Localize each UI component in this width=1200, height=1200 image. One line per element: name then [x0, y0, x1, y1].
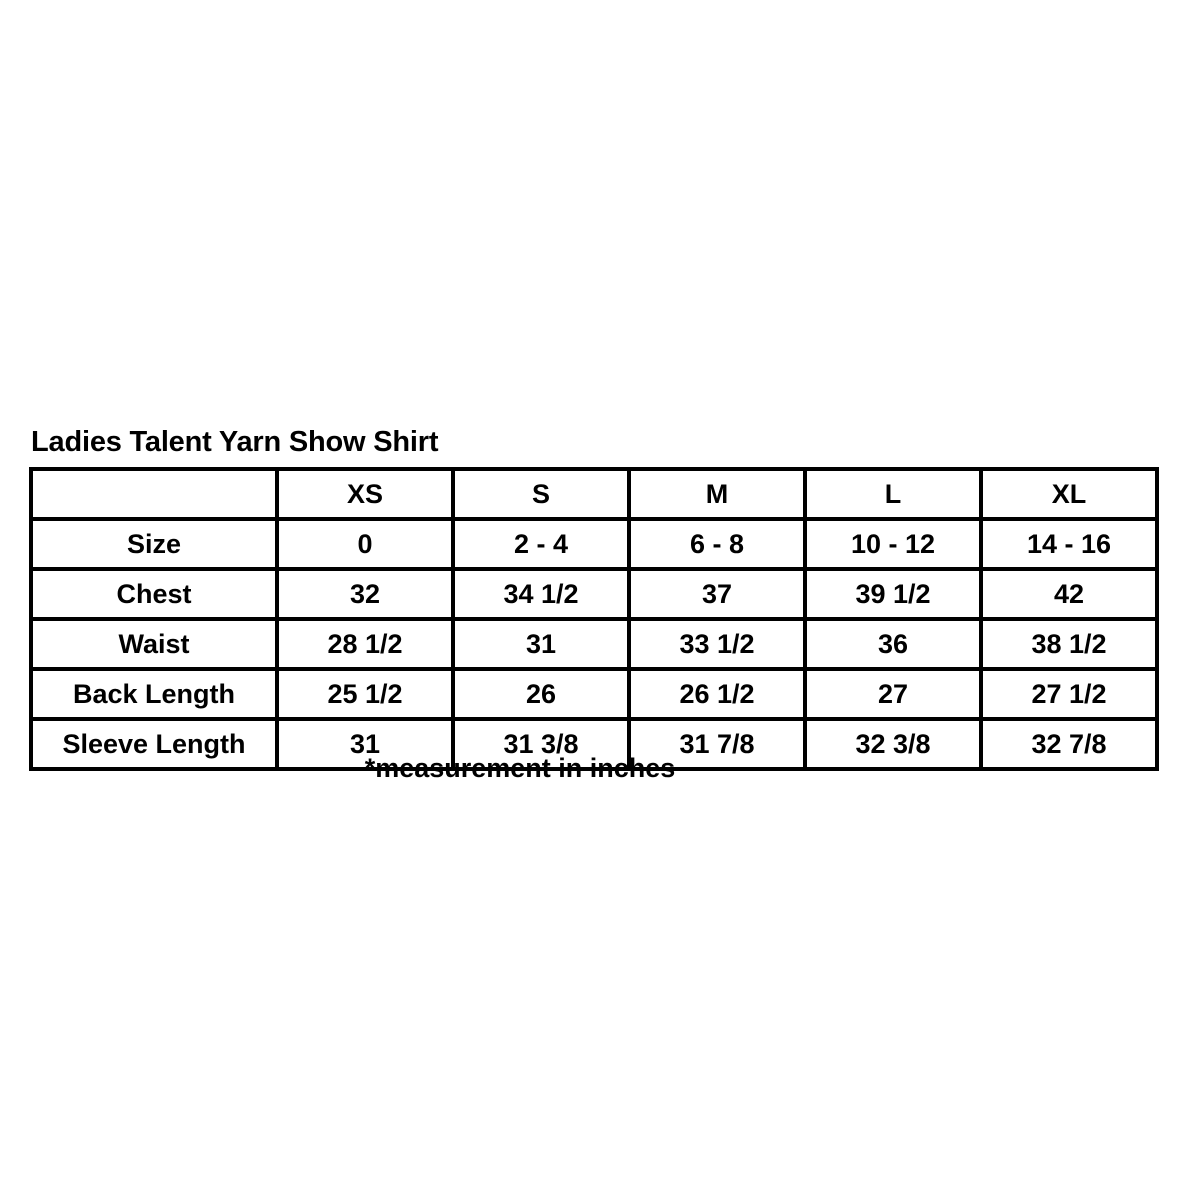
table-row: Sleeve Length 31 31 3/8 31 7/8 32 3/8 32… — [29, 717, 1159, 771]
cell-sleeve-length-m: 31 7/8 — [627, 717, 807, 771]
size-chart-table: XS S M L XL Size 0 2 - 4 6 - 8 10 - 12 1… — [29, 467, 1159, 771]
row-label-back-length: Back Length — [29, 667, 279, 721]
cell-chest-l: 39 1/2 — [803, 567, 983, 621]
table-header-cell-s: S — [451, 467, 631, 521]
row-label-sleeve-length: Sleeve Length — [29, 717, 279, 771]
cell-waist-s: 31 — [451, 617, 631, 671]
row-label-size: Size — [29, 517, 279, 571]
row-label-chest: Chest — [29, 567, 279, 621]
cell-size-xs: 0 — [275, 517, 455, 571]
table-header-corner-cell — [29, 467, 279, 521]
table-header-row: XS S M L XL — [29, 467, 1159, 521]
cell-sleeve-length-l: 32 3/8 — [803, 717, 983, 771]
cell-size-s: 2 - 4 — [451, 517, 631, 571]
cell-size-l: 10 - 12 — [803, 517, 983, 571]
cell-sleeve-length-s: 31 3/8 — [451, 717, 631, 771]
cell-back-length-xl: 27 1/2 — [979, 667, 1159, 721]
cell-back-length-m: 26 1/2 — [627, 667, 807, 721]
table-header-cell-m: M — [627, 467, 807, 521]
table-header-cell-xs: XS — [275, 467, 455, 521]
cell-back-length-s: 26 — [451, 667, 631, 721]
cell-waist-xl: 38 1/2 — [979, 617, 1159, 671]
size-chart-table-container: XS S M L XL Size 0 2 - 4 6 - 8 10 - 12 1… — [29, 467, 1159, 771]
table-row: Back Length 25 1/2 26 26 1/2 27 27 1/2 — [29, 667, 1159, 721]
row-label-waist: Waist — [29, 617, 279, 671]
cell-back-length-xs: 25 1/2 — [275, 667, 455, 721]
cell-sleeve-length-xl: 32 7/8 — [979, 717, 1159, 771]
page-title: Ladies Talent Yarn Show Shirt — [31, 426, 439, 458]
cell-chest-xs: 32 — [275, 567, 455, 621]
cell-size-m: 6 - 8 — [627, 517, 807, 571]
cell-waist-m: 33 1/2 — [627, 617, 807, 671]
cell-chest-m: 37 — [627, 567, 807, 621]
cell-size-xl: 14 - 16 — [979, 517, 1159, 571]
table-header-cell-l: L — [803, 467, 983, 521]
cell-waist-xs: 28 1/2 — [275, 617, 455, 671]
cell-chest-s: 34 1/2 — [451, 567, 631, 621]
cell-chest-xl: 42 — [979, 567, 1159, 621]
measurement-units-footnote: *measurement in inches — [364, 753, 676, 783]
table-row: Waist 28 1/2 31 33 1/2 36 38 1/2 — [29, 617, 1159, 671]
cell-sleeve-length-xs: 31 — [275, 717, 455, 771]
cell-waist-l: 36 — [803, 617, 983, 671]
table-row: Chest 32 34 1/2 37 39 1/2 42 — [29, 567, 1159, 621]
table-row: Size 0 2 - 4 6 - 8 10 - 12 14 - 16 — [29, 517, 1159, 571]
table-header-cell-xl: XL — [979, 467, 1159, 521]
cell-back-length-l: 27 — [803, 667, 983, 721]
